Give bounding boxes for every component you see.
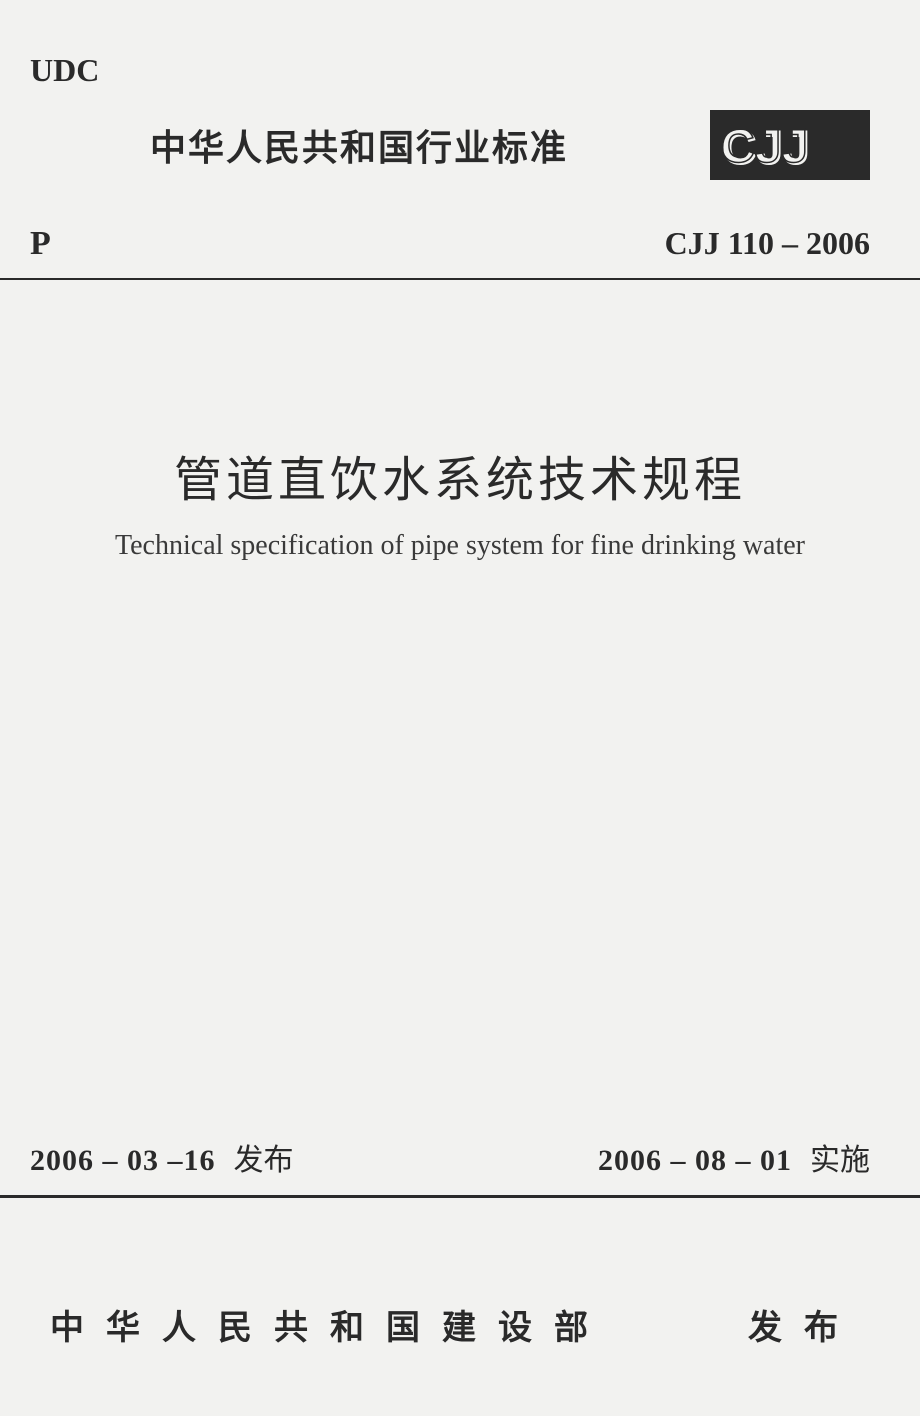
issue-date: 2006 – 03 –16: [30, 1144, 216, 1178]
publisher-action: 发布: [748, 1300, 860, 1349]
effective-date: 2006 – 08 – 01: [598, 1144, 792, 1178]
title-english: Technical specification of pipe system f…: [0, 530, 920, 562]
publisher-name: 中华人民共和国建设部: [50, 1300, 610, 1349]
bottom-divider: [0, 1195, 920, 1198]
dates-row: 2006 – 03 –16 发布 2006 – 08 – 01 实施: [0, 1135, 920, 1179]
title-chinese: 管道直饮水系统技术规程: [0, 440, 920, 510]
standard-number: CJJ 110 – 2006: [665, 225, 870, 262]
p-label: P: [30, 225, 51, 263]
publisher-row: 中华人民共和国建设部 发布: [0, 1300, 920, 1349]
effective-date-block: 2006 – 08 – 01 实施: [598, 1135, 870, 1179]
cjj-logo-icon: CJJ CJJ: [710, 110, 870, 180]
udc-label: UDC: [30, 52, 99, 89]
svg-text:CJJ: CJJ: [720, 120, 808, 173]
issue-date-block: 2006 – 03 –16 发布: [30, 1135, 294, 1179]
industry-standard-text: 中华人民共和国行业标准: [150, 119, 568, 171]
top-divider: [0, 278, 920, 280]
issue-label: 发布: [234, 1135, 294, 1179]
effective-label: 实施: [810, 1135, 870, 1179]
header-row: 中华人民共和国行业标准 CJJ CJJ: [0, 110, 920, 180]
